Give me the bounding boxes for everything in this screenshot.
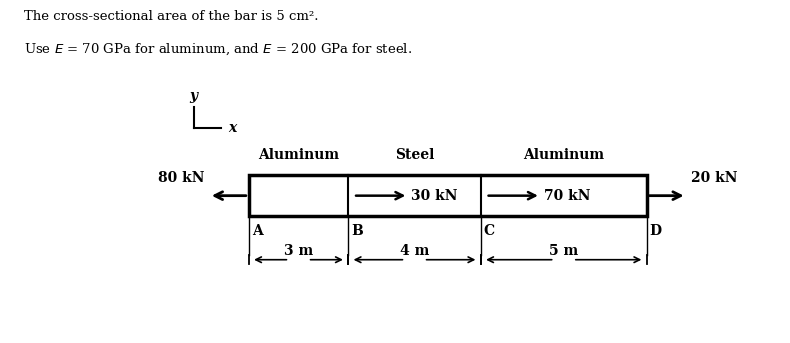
Text: Use $E$ = 70 GPa for aluminum, and $E$ = 200 GPa for steel.: Use $E$ = 70 GPa for aluminum, and $E$ =… bbox=[24, 41, 412, 57]
Text: x: x bbox=[228, 121, 237, 135]
Text: 80 kN: 80 kN bbox=[157, 171, 204, 185]
Text: y: y bbox=[190, 89, 198, 103]
Text: B: B bbox=[352, 224, 363, 238]
Text: Steel: Steel bbox=[395, 148, 435, 162]
Text: Aluminum: Aluminum bbox=[523, 148, 604, 162]
Text: 5 m: 5 m bbox=[549, 244, 578, 258]
Text: 4 m: 4 m bbox=[400, 244, 429, 258]
Text: The cross-sectional area of the bar is 5 cm².: The cross-sectional area of the bar is 5… bbox=[24, 10, 318, 23]
Text: 30 kN: 30 kN bbox=[412, 189, 457, 203]
Bar bbox=[249, 175, 647, 216]
Text: 70 kN: 70 kN bbox=[544, 189, 590, 203]
Text: A: A bbox=[252, 224, 262, 238]
Text: 3 m: 3 m bbox=[284, 244, 313, 258]
Text: C: C bbox=[483, 224, 495, 238]
Text: 20 kN: 20 kN bbox=[691, 171, 738, 185]
Text: D: D bbox=[649, 224, 662, 238]
Text: Aluminum: Aluminum bbox=[258, 148, 339, 162]
